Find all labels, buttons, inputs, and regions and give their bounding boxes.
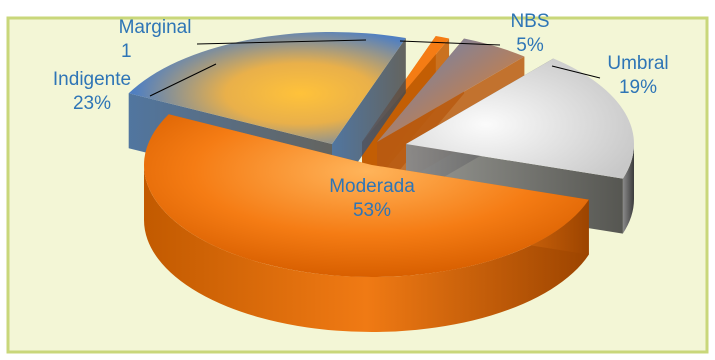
label-indigente: Indigente xyxy=(53,69,131,90)
slice-labels: Moderada 53% Indigente 23% Marginal 1 NBS 5% Umb… xyxy=(53,11,669,221)
label-moderada: Moderada xyxy=(329,176,415,197)
label-marginal: Marginal xyxy=(119,17,192,38)
value-label-nbs: 5% xyxy=(516,35,544,56)
value-label-indigente: 23% xyxy=(73,93,111,114)
slice-nbs xyxy=(377,38,525,142)
label-nbs: NBS xyxy=(510,11,549,32)
label-umbral: Umbral xyxy=(607,53,668,74)
leader-line-indigente xyxy=(149,63,217,97)
value-label-umbral: 19% xyxy=(619,77,657,98)
leader-line-marginal xyxy=(196,39,367,45)
slice-wall-indigente-1 xyxy=(332,38,406,199)
value-label-marginal: 1 xyxy=(121,41,132,62)
leader-lines xyxy=(149,39,601,97)
leader-line-nbs xyxy=(399,40,501,46)
slice-side-moderada xyxy=(144,165,589,332)
slice-indigente xyxy=(128,32,406,145)
slice-moderada xyxy=(143,114,589,278)
value-label-moderada: 53% xyxy=(353,200,391,221)
leader-line-umbral xyxy=(551,65,601,79)
pie-slices xyxy=(128,32,634,332)
slice-side-umbral xyxy=(622,144,634,234)
slice-umbral xyxy=(406,58,634,179)
